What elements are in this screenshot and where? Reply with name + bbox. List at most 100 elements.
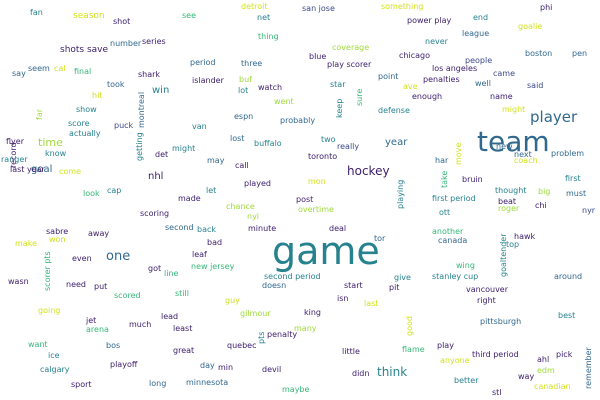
word-ott: ott [439,208,451,217]
word-year: year [385,137,408,148]
word-look: look [83,189,100,198]
word-phi: phi [540,3,553,12]
word-king: king [304,308,322,317]
word-won: won [49,235,66,244]
word-coach: coach [514,156,538,165]
word-pick: pick [556,350,573,359]
word-chicago: chicago [399,51,430,60]
word-puck: puck [114,121,134,130]
word-score: score [68,119,90,128]
word-thing: thing [258,32,279,41]
word-scoring: scoring [140,209,170,218]
word-penalties: penalties [423,75,460,84]
word-name: name [490,92,513,101]
word-took: took [107,80,125,89]
word-devil: devil [262,365,282,374]
word-start: start [344,281,363,290]
word-detroit: detroit [241,2,268,11]
word-nyr: nyr [582,206,596,215]
word-let: let [206,186,217,195]
word-best: best [558,311,576,320]
word-give: give [394,273,411,282]
word-make: make [15,239,37,248]
word-first-period: first period [432,194,476,203]
word-leaf: leaf [192,250,207,259]
word-los-angeles: los angeles [432,64,478,73]
word-good: good [405,316,414,336]
word-great: great [173,346,195,355]
word-blue: blue [309,52,327,61]
word-calgary: calgary [40,365,70,374]
word-lost: lost [230,134,245,143]
word-bad: bad [207,238,223,247]
word-going: going [38,306,61,315]
word-maybe: maybe [282,385,310,394]
word-team: team [477,125,550,158]
word-min: min [218,363,234,372]
word-guy: guy [225,296,240,305]
word-line: line [164,269,179,278]
word-post: post [296,195,314,204]
word-van: van [192,122,207,131]
word-say: say [12,69,26,78]
word-period: period [190,58,216,67]
word-chi: chi [535,201,547,210]
word-top: top [506,240,520,249]
word-pit: pit [389,283,400,292]
word-many: many [294,324,317,333]
word-pts: pts [257,331,266,344]
word-didn: didn [352,369,370,378]
word-final: final [74,67,92,76]
word-show: show [76,105,97,114]
word-playoff: playoff [110,360,138,369]
word-series: series [142,37,166,46]
word-sport: sport [71,380,92,389]
word-back: back [197,225,217,234]
word-got: got [148,264,162,273]
word-flyer: flyer [6,137,24,146]
word-quebec: quebec [227,341,257,350]
word-san-jose: san jose [302,4,335,13]
word-win: win [152,85,170,96]
word-right: right [477,296,496,305]
word-may: may [207,156,225,165]
word-ave: ave [403,82,418,91]
word-lead: lead [161,312,179,321]
word-much: much [129,320,152,329]
word-vancouver: vancouver [466,285,509,294]
word-bos: bos [106,341,121,350]
word-defense: defense [378,106,410,115]
word-know: know [45,149,67,158]
word-espn: espn [234,112,254,121]
word-enough: enough [412,92,443,101]
word-coverage: coverage [332,43,370,52]
word-flame: flame [402,345,425,354]
word-point: point [378,72,399,81]
word-isn: isn [337,294,349,303]
word-hit: hit [92,91,103,100]
word-new-jersey: new jersey [191,262,235,271]
word-play-scorer: play scorer [327,60,372,69]
word-next: next [514,150,532,159]
word-two: two [321,135,336,144]
word-see: see [182,11,197,20]
word-first: first [565,174,581,183]
word-think: think [377,365,408,379]
word-star: star [330,80,346,89]
word-want: want [28,340,48,349]
word-move: move [454,142,463,165]
word-cap: cap [107,186,122,195]
word-penalty: penalty [267,330,298,339]
word-keep: keep [335,98,344,118]
word-even: even [72,254,92,263]
word-said: said [527,81,544,90]
word-last: last [364,299,379,308]
word-must: must [566,189,587,198]
word-league: league [462,29,490,38]
word-sure: sure [355,88,364,106]
word-take: take [440,170,449,188]
word-player: player [530,108,578,126]
word-came: came [493,69,516,78]
word-ahl: ahl [537,355,550,364]
word-mon: mon [308,177,326,186]
